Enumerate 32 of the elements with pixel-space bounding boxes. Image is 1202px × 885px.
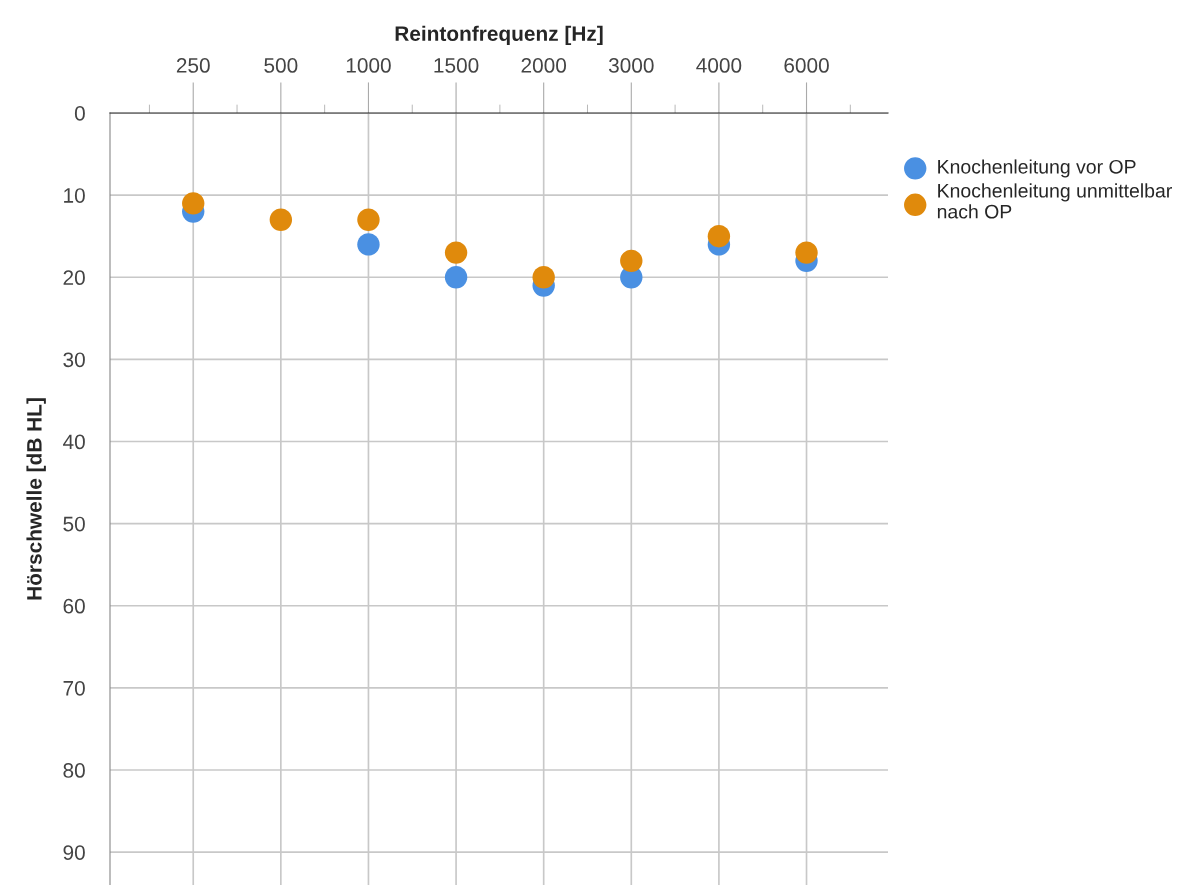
point (532, 266, 555, 289)
point (795, 241, 818, 264)
point (357, 208, 380, 231)
y-tick-label: 10 (64, 188, 85, 203)
y-tick-label: 70 (63, 680, 85, 696)
point (269, 208, 293, 231)
x-tick-label: 4000 (696, 58, 742, 73)
x-tick-label: 250 (176, 58, 210, 73)
y-tick-label: 80 (63, 763, 85, 778)
point (444, 266, 468, 289)
x-tick-label: 1500 (434, 58, 479, 73)
point (444, 241, 468, 264)
y-tick-label: 40 (63, 434, 85, 450)
y-axis-title: Hörschwelle [dB HL] (26, 398, 46, 600)
y-tick-label: 0 (74, 106, 85, 121)
legend-label: Knochenleitung unmittelbar nach OP (937, 183, 1172, 219)
legend-label: Knochenleitung vor OP (938, 159, 1136, 178)
point (707, 224, 731, 248)
x-tick-label: 500 (264, 58, 298, 73)
x-tick-label: 2000 (521, 58, 567, 73)
x-axis-title: Reintonfrequenz [Hz] (395, 25, 603, 46)
point (620, 249, 643, 273)
x-tick-label: 1000 (346, 58, 391, 73)
y-tick-label: 50 (63, 516, 85, 532)
y-tick-label: 30 (63, 352, 85, 368)
y-tick-label: 60 (63, 598, 85, 614)
point (357, 233, 380, 256)
point (182, 192, 205, 215)
y-tick-label: 90 (63, 845, 85, 860)
x-tick-label: 3000 (608, 58, 654, 73)
y-tick-label: 20 (63, 270, 85, 286)
x-tick-label: 6000 (784, 58, 829, 73)
